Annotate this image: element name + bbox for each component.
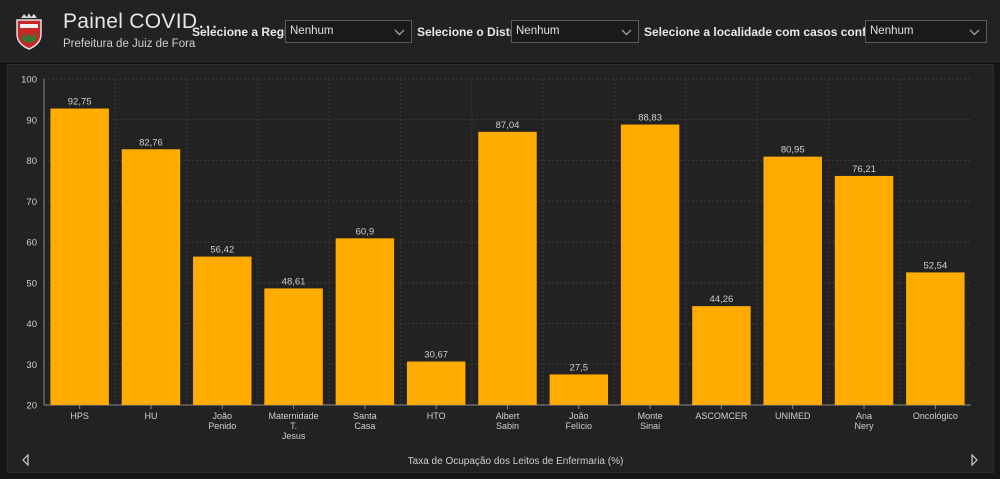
x-tick-label: Santa (353, 411, 377, 421)
x-tick-label: Ana (856, 411, 872, 421)
y-tick-label: 30 (26, 360, 37, 371)
bar-value-label: 27,5 (570, 362, 589, 373)
chevron-down-icon (621, 29, 632, 36)
chart-panel: 20 30 40 50 60 70 80 90 100 92,75 HPS 82,76 HU 56,42 J… (7, 64, 994, 473)
bar (906, 272, 965, 405)
bar-value-label: 44,26 (710, 294, 734, 305)
bar (335, 238, 395, 405)
y-tick-label: 100 (21, 75, 37, 86)
bar (193, 256, 252, 405)
x-tick-label: Nery (855, 421, 875, 431)
app-title: Painel COVID… (63, 10, 219, 33)
y-tick-label: 80 (26, 156, 37, 167)
district-select-value: Nenhum (516, 25, 560, 37)
x-tick-label: HU (144, 411, 157, 421)
x-tick-label: Jesus (282, 431, 306, 441)
bar-value-label: 56,42 (210, 245, 234, 256)
bar-value-label: 87,04 (496, 120, 520, 131)
bar (834, 175, 894, 405)
x-tick-label: Monte (638, 411, 663, 421)
y-tick-label: 60 (26, 238, 37, 249)
y-tick-label: 20 (26, 401, 37, 412)
occupancy-bar-chart: 20 30 40 50 60 70 80 90 100 92,75 HPS 82,76 HU 56,42 J… (21, 75, 971, 467)
x-tick-label: Casa (354, 421, 375, 431)
chevron-down-icon (969, 29, 980, 36)
bar (50, 108, 109, 405)
district-select[interactable]: Nenhum (511, 20, 639, 43)
bar (478, 131, 537, 405)
bar (692, 306, 751, 405)
x-tick-label: HPS (70, 411, 89, 421)
bar (406, 361, 466, 405)
bar-value-label: 92,75 (68, 97, 92, 108)
region-select-value: Nenhum (290, 25, 334, 37)
x-tick-label: Maternidade (269, 411, 319, 421)
bar-value-label: 82,76 (139, 137, 163, 148)
app-header: Painel COVID… Prefeitura de Juiz de Fora… (0, 0, 1000, 62)
bar (121, 149, 181, 405)
city-coat-of-arms-icon (16, 13, 42, 50)
bar-value-label: 52,54 (923, 260, 947, 271)
arrow-left-icon[interactable] (20, 454, 32, 466)
x-tick-label: Sabin (496, 421, 519, 431)
locality-select-value: Nenhum (870, 25, 914, 37)
y-tick-label: 40 (26, 319, 37, 330)
bar-value-label: 48,61 (282, 276, 306, 287)
x-tick-label: Oncológico (913, 411, 958, 421)
chevron-down-icon (394, 29, 405, 36)
bar-value-label: 88,83 (638, 113, 662, 124)
bar-value-label: 80,95 (781, 145, 805, 156)
x-tick-label: João (213, 411, 233, 421)
arrow-right-icon[interactable] (968, 454, 980, 466)
y-tick-label: 90 (26, 115, 37, 126)
app-subtitle: Prefeitura de Juiz de Fora (63, 38, 196, 50)
x-tick-label: Sinai (640, 421, 660, 431)
locality-select[interactable]: Nenhum (865, 20, 987, 43)
bar (264, 288, 323, 405)
district-filter-label: Selecione o Distrito (417, 25, 530, 39)
x-tick-label: João (569, 411, 589, 421)
x-tick-label: Albert (496, 411, 520, 421)
y-tick-label: 70 (26, 197, 37, 208)
x-tick-label: Felício (566, 421, 593, 431)
region-select[interactable]: Nenhum (285, 20, 412, 43)
x-tick-label: UNIMED (775, 411, 811, 421)
x-tick-label: Penido (208, 421, 236, 431)
locality-filter-label: Selecione a localidade com casos confirm… (644, 25, 913, 39)
x-tick-label: T. (290, 421, 297, 431)
bar (763, 156, 822, 405)
x-axis-title: Taxa de Ocupação dos Leitos de Enfermari… (408, 456, 624, 467)
region-filter-label: Selecione a Região (192, 25, 302, 39)
bar-value-label: 60,9 (356, 226, 375, 237)
bar (549, 374, 609, 405)
y-tick-label: 50 (26, 278, 37, 289)
bar (620, 124, 680, 405)
x-tick-label: HTO (427, 411, 446, 421)
bar-value-label: 76,21 (852, 164, 876, 175)
x-tick-label: ASCOMCER (695, 411, 748, 421)
bar-value-label: 30,67 (424, 350, 448, 361)
